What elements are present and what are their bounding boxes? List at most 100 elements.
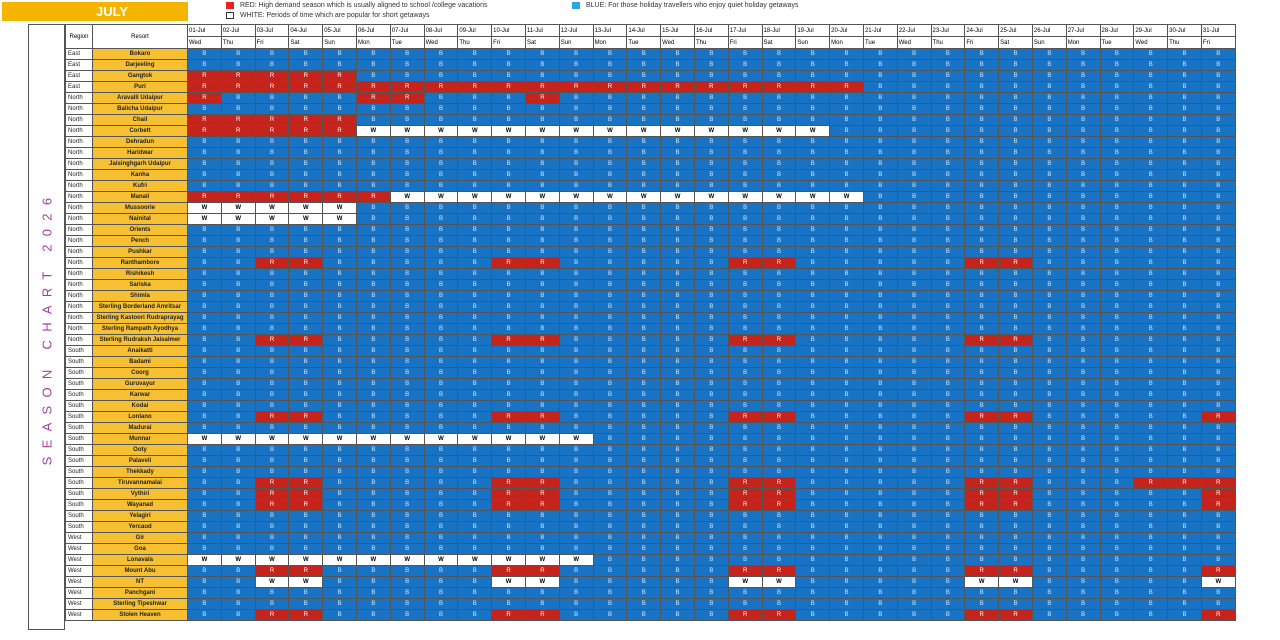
season-cell: B: [491, 543, 526, 555]
season-cell: B: [355, 136, 391, 148]
season-cell: B: [524, 400, 560, 412]
season-cell: B: [1065, 422, 1101, 434]
season-cell: B: [862, 169, 898, 181]
season-cell: R: [491, 499, 526, 511]
season-cell: B: [626, 345, 662, 357]
season-cell: B: [423, 411, 459, 423]
season-cell: B: [524, 246, 560, 258]
season-cell: B: [795, 576, 831, 588]
region-cell: North: [65, 268, 93, 280]
season-cell: B: [761, 103, 797, 115]
season-cell: B: [693, 224, 729, 236]
region-cell: West: [65, 609, 93, 621]
resort-row: West Stolen Heaven B B R R B B B B B R R B B B B B R R B B B B B…: [65, 609, 1236, 621]
resort-row: North Chail R R R R R B B B B B B B B B B B B B B B B B B B B B B B B B…: [65, 114, 1236, 126]
season-cell: B: [795, 356, 831, 368]
season-cell: B: [693, 312, 729, 324]
season-cell: B: [795, 565, 831, 577]
season-cell: B: [558, 158, 594, 170]
season-cell: R: [761, 334, 797, 346]
season-cell: B: [423, 598, 459, 610]
season-cell: B: [288, 521, 324, 533]
date-header: 21-Jul: [862, 24, 898, 37]
region-cell: North: [65, 279, 93, 291]
season-cell: B: [457, 48, 493, 60]
month-label: JULY: [2, 2, 188, 21]
season-cell: B: [1167, 48, 1202, 60]
season-cell: R: [558, 81, 594, 93]
season-cell: B: [795, 290, 831, 302]
season-cell: B: [1065, 499, 1101, 511]
season-cell: B: [862, 147, 898, 159]
season-cell: B: [322, 587, 357, 599]
season-cell: B: [220, 147, 256, 159]
season-cell: B: [896, 433, 932, 445]
season-cell: B: [761, 455, 797, 467]
region-cell: North: [65, 312, 93, 324]
season-cell: B: [761, 114, 797, 126]
season-cell: B: [727, 521, 763, 533]
region-cell: South: [65, 400, 93, 412]
season-cell: B: [930, 301, 966, 313]
season-cell: B: [1065, 158, 1101, 170]
season-cell: B: [998, 521, 1033, 533]
season-cell: B: [829, 609, 864, 621]
resort-name-cell: Anaikatti: [92, 345, 188, 357]
season-cell: B: [1065, 433, 1101, 445]
season-cell: R: [761, 488, 797, 500]
region-cell: South: [65, 433, 93, 445]
season-cell: B: [930, 433, 966, 445]
season-cell: B: [964, 246, 1000, 258]
season-cell: B: [626, 202, 662, 214]
season-cell: B: [220, 510, 256, 522]
season-cell: B: [389, 257, 425, 269]
season-cell: B: [423, 587, 459, 599]
season-cell: B: [795, 59, 831, 71]
season-cell: W: [254, 202, 290, 214]
season-cell: B: [896, 378, 932, 390]
season-cell: R: [491, 411, 526, 423]
season-cell: B: [829, 125, 864, 137]
season-cell: B: [1099, 356, 1135, 368]
season-cell: B: [930, 444, 966, 456]
season-cell: R: [524, 257, 560, 269]
season-cell: W: [423, 125, 459, 137]
season-cell: B: [998, 114, 1033, 126]
season-cell: B: [389, 609, 425, 621]
season-cell: B: [592, 411, 628, 423]
date-header: 31-Jul: [1200, 24, 1236, 37]
season-cell: B: [660, 598, 695, 610]
season-cell: B: [322, 521, 357, 533]
season-cell: B: [998, 466, 1033, 478]
season-cell: B: [761, 92, 797, 104]
season-cell: R: [491, 565, 526, 577]
season-cell: B: [1065, 191, 1101, 203]
legend-blue-text: BLUE: For those holiday travellers who e…: [586, 2, 799, 9]
season-cell: B: [930, 422, 966, 434]
season-cell: B: [220, 169, 256, 181]
date-header: 06-Jul: [355, 24, 391, 37]
season-cell: B: [1065, 59, 1101, 71]
resort-name-cell: Haridwar: [92, 147, 188, 159]
season-cell: R: [491, 81, 526, 93]
season-cell: B: [964, 213, 1000, 225]
season-cell: W: [288, 213, 324, 225]
season-cell: B: [389, 356, 425, 368]
season-cell: B: [930, 400, 966, 412]
season-cell: B: [1200, 290, 1236, 302]
resort-name-cell: Coorg: [92, 367, 188, 379]
season-cell: B: [322, 488, 357, 500]
season-cell: B: [896, 499, 932, 511]
season-cell: W: [355, 433, 391, 445]
season-cell: B: [1099, 565, 1135, 577]
season-cell: B: [1133, 510, 1169, 522]
season-cell: B: [457, 290, 493, 302]
region-header: Region: [65, 24, 93, 49]
season-cell: B: [1065, 488, 1101, 500]
season-cell: B: [558, 499, 594, 511]
region-cell: North: [65, 169, 93, 181]
season-cell: B: [322, 312, 357, 324]
resort-row: North Mussoorie W W W W W B B B B B B B B B B B B B B B B B B B B B…: [65, 202, 1236, 214]
season-cell: B: [626, 587, 662, 599]
season-cell: B: [491, 70, 526, 82]
